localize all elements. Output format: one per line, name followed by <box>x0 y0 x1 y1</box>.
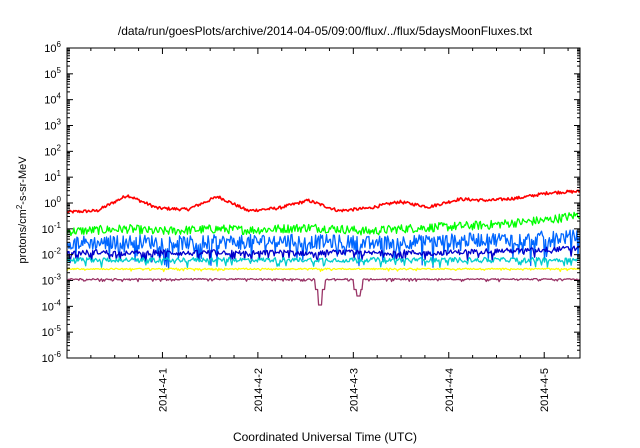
x-ticks: 2014-4-1 2014-4-2 2014-4-3 2014-4-4 2014-4-5 <box>90 48 569 412</box>
x-axis-label: Coordinated Universal Time (UTC) <box>233 430 417 444</box>
series-line-7 <box>66 277 581 306</box>
y-tick-label: 105 <box>44 66 61 81</box>
y-tick-label: 100 <box>44 195 61 210</box>
y-tick-label: 104 <box>44 92 61 107</box>
x-tick-label: 2014-4-2 <box>253 368 265 412</box>
x-tick-label: 2014-4-3 <box>348 368 360 412</box>
series-line-2 <box>66 211 580 237</box>
series-line-1 <box>66 189 581 214</box>
y-tick-label: 10-3 <box>42 273 62 288</box>
y-tick-label: 10-2 <box>42 247 62 262</box>
x-tick-label: 2014-4-1 <box>157 368 169 412</box>
y-tick-label: 10-5 <box>42 324 62 339</box>
series-line-6 <box>66 267 581 273</box>
y-tick-label: 10-6 <box>42 350 62 365</box>
y-tick-label: 101 <box>44 169 61 184</box>
y-tick-label: 10-4 <box>42 298 62 313</box>
y-tick-label: 10-1 <box>42 221 62 236</box>
y-axis-label-suffix: -s-sr-MeV <box>17 156 29 205</box>
x-tick-label: 2014-4-4 <box>444 368 456 412</box>
y-axis-label-prefix: protons/cm <box>17 209 29 263</box>
y-axis-label-sup: 2 <box>15 204 24 209</box>
y-tick-label: 103 <box>44 118 61 133</box>
series-line-4 <box>66 245 581 264</box>
y-axis-label: protons/cm2-s-sr-MeV <box>15 156 29 264</box>
y-ticks: 106 105 104 103 102 101 100 10-1 10-2 10-3 10-4 10-… <box>42 40 580 365</box>
y-tick-label: 106 <box>44 40 61 55</box>
series-group <box>66 189 581 306</box>
svg-text:protons/cm2-s-sr-MeV: protons/cm2-s-sr-MeV <box>15 156 29 264</box>
chart-title: /data/run/goesPlots/archive/2014-04-05/0… <box>118 24 533 38</box>
x-tick-label: 2014-4-5 <box>539 368 551 412</box>
y-tick-label: 102 <box>44 143 61 158</box>
series-line-3 <box>66 229 581 270</box>
series-line-5 <box>66 256 581 269</box>
